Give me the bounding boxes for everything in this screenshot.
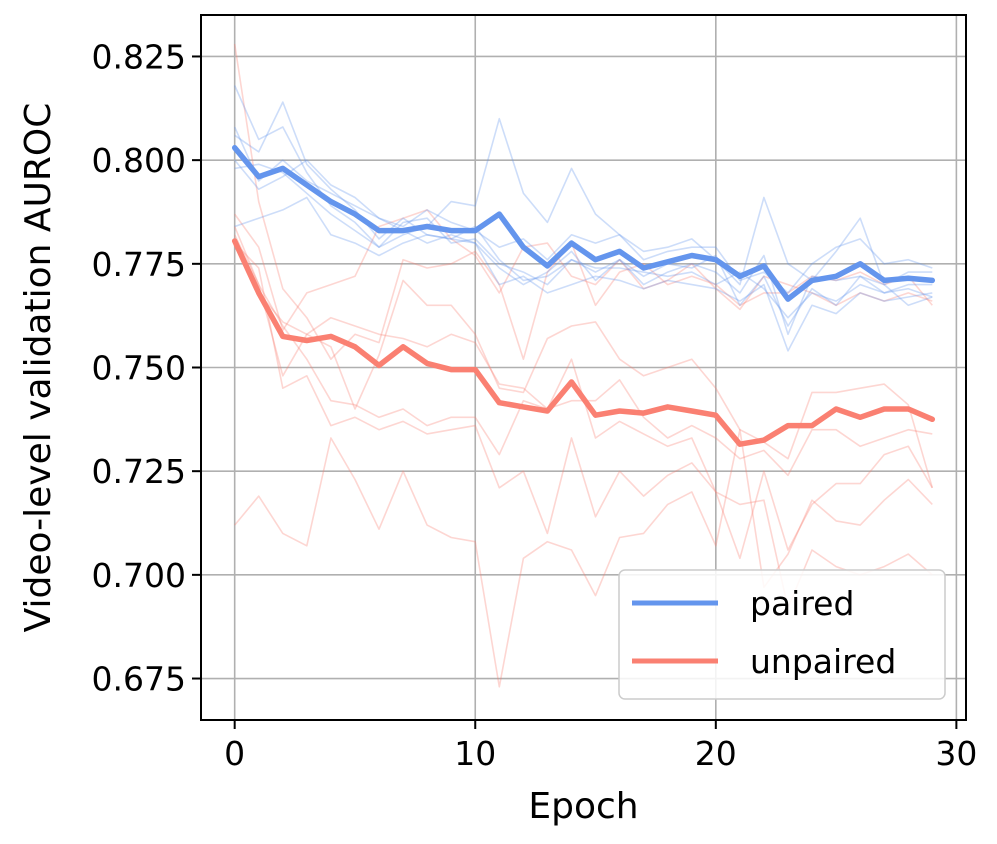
run-line-unpaired — [234, 209, 933, 332]
mean-line-unpaired — [231, 238, 936, 447]
y-tick-label: 0.775 — [92, 245, 186, 284]
mean-lines — [231, 144, 936, 447]
y-axis-label: Video-level validation AUROC — [18, 103, 59, 633]
x-axis-label: Epoch — [528, 786, 638, 827]
run-line-paired — [234, 159, 933, 294]
run-line-paired — [234, 196, 933, 352]
y-tick-label: 0.825 — [92, 37, 186, 76]
run-line-paired — [234, 163, 933, 319]
x-tick-label: 30 — [935, 734, 977, 773]
run-line-unpaired — [234, 428, 933, 688]
x-tick-label: 0 — [224, 734, 245, 773]
y-tick-label: 0.675 — [92, 660, 186, 699]
legend: paired unpaired — [618, 569, 946, 700]
y-tick-label: 0.750 — [92, 349, 186, 388]
run-line-unpaired — [233, 43, 933, 361]
x-tick-label: 10 — [454, 734, 496, 773]
run-line-unpaired — [234, 242, 933, 560]
grid-lines — [201, 15, 966, 720]
run-line-paired — [233, 85, 933, 286]
run-line-paired — [233, 126, 933, 327]
legend-label-paired: paired — [750, 584, 854, 623]
legend-label-unpaired: unpaired — [750, 642, 896, 681]
run-line-unpaired — [233, 234, 933, 477]
y-tick-label: 0.800 — [92, 141, 186, 180]
run-line-unpaired — [233, 226, 934, 489]
y-tick-label: 0.725 — [92, 452, 186, 491]
x-tick-label: 20 — [695, 734, 737, 773]
y-tick-label: 0.700 — [92, 556, 186, 595]
mean-line-paired — [231, 144, 936, 302]
axis-ticks: 0 10 20 30 0.675 0.700 0.725 0.750 0.775 0.800 0.8… — [92, 37, 978, 773]
